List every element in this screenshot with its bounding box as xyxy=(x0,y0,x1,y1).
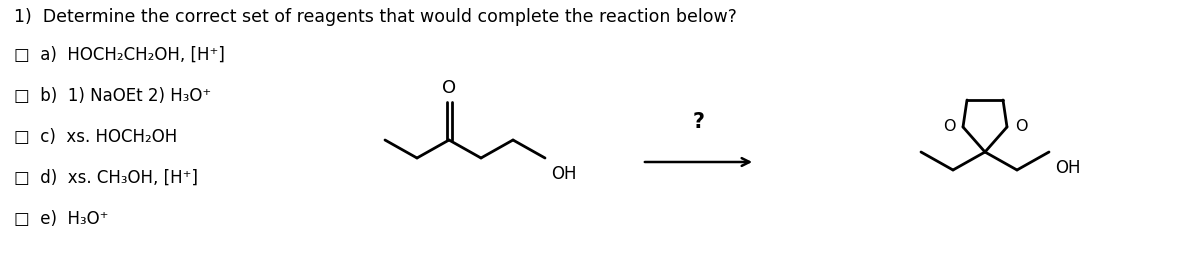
Text: □  d)  xs. CH₃OH, [H⁺]: □ d) xs. CH₃OH, [H⁺] xyxy=(14,169,198,187)
Text: 1)  Determine the correct set of reagents that would complete the reaction below: 1) Determine the correct set of reagents… xyxy=(14,8,737,26)
Text: OH: OH xyxy=(551,165,576,183)
Text: OH: OH xyxy=(1055,159,1080,177)
Text: O: O xyxy=(442,78,456,97)
Text: □  e)  H₃O⁺: □ e) H₃O⁺ xyxy=(14,210,108,228)
Text: □  c)  xs. HOCH₂OH: □ c) xs. HOCH₂OH xyxy=(14,128,178,146)
Text: □  b)  1) NaOEt 2) H₃O⁺: □ b) 1) NaOEt 2) H₃O⁺ xyxy=(14,87,211,105)
Text: ?: ? xyxy=(692,112,704,132)
Text: O: O xyxy=(1015,118,1027,134)
Text: O: O xyxy=(943,118,955,134)
Text: □  a)  HOCH₂CH₂OH, [H⁺]: □ a) HOCH₂CH₂OH, [H⁺] xyxy=(14,46,224,64)
